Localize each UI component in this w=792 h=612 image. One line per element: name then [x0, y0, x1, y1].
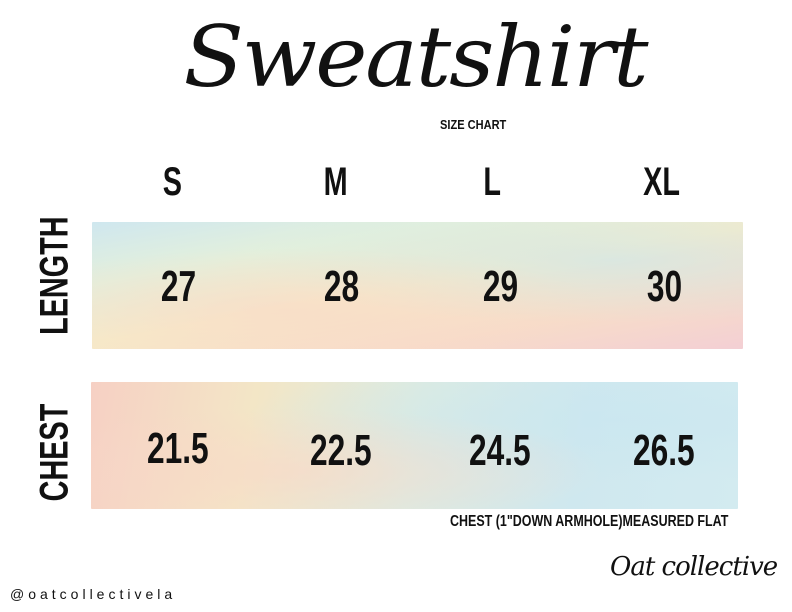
chest-m-value: 22.5 — [310, 426, 372, 475]
title: Sweatshirt — [183, 8, 648, 106]
length-xl: 30 — [604, 262, 724, 312]
length-xl-value: 30 — [646, 262, 682, 311]
size-header-m-text: M — [323, 160, 348, 204]
chest-s-value: 21.5 — [147, 424, 209, 473]
length-m-value: 28 — [323, 262, 359, 311]
row-label-length: LENGTH — [32, 216, 77, 335]
length-s: 27 — [118, 262, 238, 312]
size-header-xl: XL — [612, 160, 712, 205]
length-s-value: 27 — [160, 262, 196, 311]
subtitle: SIZE CHART — [440, 117, 507, 132]
row-label-chest: CHEST — [32, 403, 77, 502]
size-header-xl-text: XL — [643, 160, 681, 204]
chest-xl-value: 26.5 — [633, 426, 695, 475]
social-handle: @oatcollectivela — [10, 586, 177, 602]
chest-l: 24.5 — [440, 426, 560, 476]
size-header-m: M — [286, 160, 386, 205]
size-header-s-text: S — [162, 160, 182, 204]
size-header-l-text: L — [483, 160, 501, 204]
chest-m: 22.5 — [281, 426, 401, 476]
length-band — [92, 222, 743, 349]
length-l-value: 29 — [482, 262, 518, 311]
length-m: 28 — [281, 262, 401, 312]
chest-xl: 26.5 — [604, 426, 724, 476]
measurement-note: CHEST (1"DOWN ARMHOLE)MEASURED FLAT — [450, 513, 729, 530]
chest-band — [91, 382, 738, 509]
brand-logo: Oat collective — [610, 552, 778, 582]
length-l: 29 — [440, 262, 560, 312]
chest-l-value: 24.5 — [469, 426, 531, 475]
size-header-s: S — [122, 160, 222, 205]
chest-s: 21.5 — [118, 424, 238, 474]
size-header-l: L — [442, 160, 542, 205]
